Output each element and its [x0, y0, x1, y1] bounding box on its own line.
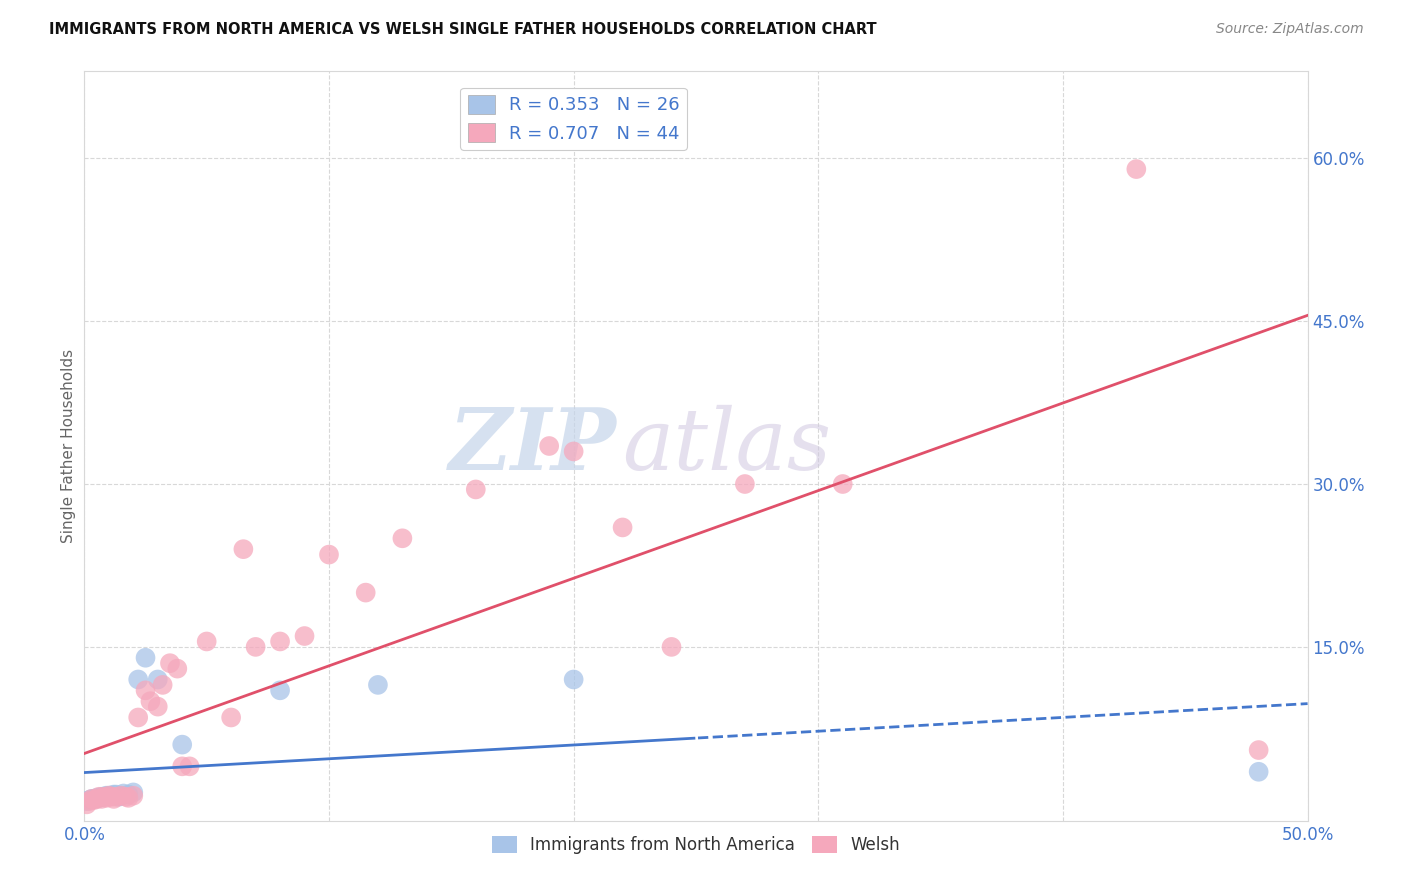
- Point: [318, 548, 340, 562]
- Point: [354, 585, 377, 599]
- Point: [110, 789, 132, 803]
- Point: [172, 738, 194, 752]
- Point: [122, 785, 145, 799]
- Point: [269, 683, 291, 698]
- Point: [103, 788, 125, 802]
- Point: [146, 699, 169, 714]
- Point: [166, 662, 188, 676]
- Point: [1247, 743, 1270, 757]
- Point: [97, 789, 120, 803]
- Text: IMMIGRANTS FROM NORTH AMERICA VS WELSH SINGLE FATHER HOUSEHOLDS CORRELATION CHAR: IMMIGRANTS FROM NORTH AMERICA VS WELSH S…: [49, 22, 877, 37]
- Point: [100, 789, 122, 804]
- Point: [661, 640, 683, 654]
- Point: [77, 793, 100, 807]
- Point: [734, 477, 756, 491]
- Point: [86, 792, 108, 806]
- Point: [152, 678, 174, 692]
- Point: [179, 759, 201, 773]
- Text: Source: ZipAtlas.com: Source: ZipAtlas.com: [1216, 22, 1364, 37]
- Point: [87, 790, 110, 805]
- Point: [391, 531, 413, 545]
- Text: atlas: atlas: [623, 405, 832, 487]
- Point: [112, 787, 135, 801]
- Point: [159, 656, 181, 670]
- Point: [83, 793, 105, 807]
- Point: [76, 797, 98, 812]
- Point: [127, 673, 149, 687]
- Y-axis label: Single Father Households: Single Father Households: [60, 349, 76, 543]
- Point: [80, 792, 103, 806]
- Point: [105, 788, 128, 802]
- Point: [831, 477, 853, 491]
- Point: [86, 790, 108, 805]
- Legend: Immigrants from North America, Welsh: Immigrants from North America, Welsh: [485, 830, 907, 861]
- Point: [245, 640, 267, 654]
- Point: [107, 789, 129, 804]
- Point: [135, 650, 157, 665]
- Point: [269, 634, 291, 648]
- Point: [219, 710, 242, 724]
- Point: [538, 439, 561, 453]
- Point: [135, 683, 157, 698]
- Point: [83, 792, 105, 806]
- Point: [195, 634, 218, 648]
- Point: [93, 789, 115, 804]
- Point: [562, 444, 585, 458]
- Point: [90, 789, 112, 804]
- Point: [100, 789, 122, 803]
- Point: [105, 789, 128, 804]
- Point: [172, 759, 194, 773]
- Text: ZIP: ZIP: [449, 404, 616, 488]
- Point: [93, 789, 115, 804]
- Point: [1247, 764, 1270, 779]
- Point: [96, 790, 118, 805]
- Point: [127, 710, 149, 724]
- Point: [367, 678, 389, 692]
- Point: [294, 629, 316, 643]
- Point: [115, 789, 138, 804]
- Point: [90, 792, 112, 806]
- Point: [76, 794, 98, 808]
- Point: [146, 673, 169, 687]
- Point: [117, 788, 139, 802]
- Point: [464, 483, 486, 497]
- Point: [77, 794, 100, 808]
- Point: [80, 792, 103, 806]
- Point: [122, 789, 145, 803]
- Point: [139, 694, 162, 708]
- Point: [612, 520, 634, 534]
- Point: [1125, 162, 1147, 177]
- Point: [117, 790, 139, 805]
- Point: [110, 789, 132, 803]
- Point: [97, 789, 120, 803]
- Point: [96, 789, 118, 803]
- Point: [562, 673, 585, 687]
- Point: [103, 792, 125, 806]
- Point: [87, 789, 110, 804]
- Point: [232, 542, 254, 557]
